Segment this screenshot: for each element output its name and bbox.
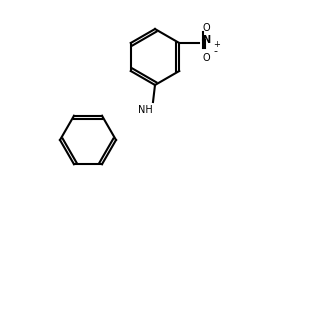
Text: N: N (202, 35, 210, 45)
Text: -: - (213, 46, 217, 56)
Text: O: O (202, 53, 210, 63)
Text: NH: NH (138, 105, 152, 115)
Text: O: O (202, 23, 210, 33)
Text: +: + (213, 40, 220, 49)
